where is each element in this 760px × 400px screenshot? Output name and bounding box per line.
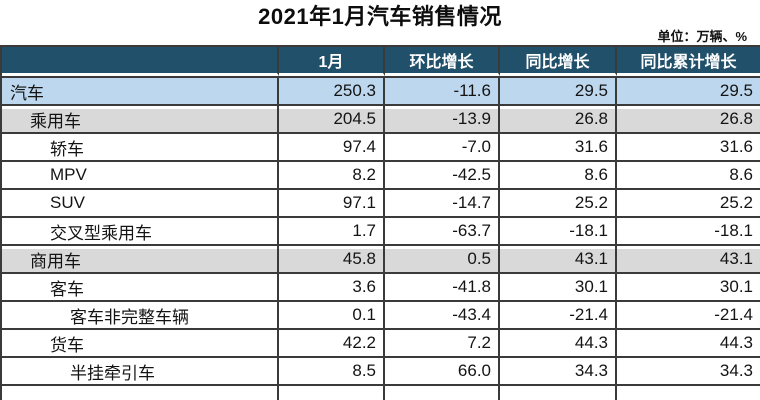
- cell-value: -7.0: [385, 132, 500, 160]
- table-row: 客车 3.6 -41.8 30.1 30.1: [2, 272, 760, 300]
- partial-row: [2, 384, 760, 400]
- header-cell: 同比增长: [500, 45, 617, 76]
- cell-value: -11.6: [385, 76, 500, 104]
- cell-value: 45.8: [279, 244, 385, 272]
- empty-cell: [617, 384, 760, 400]
- cell-value: 31.6: [617, 132, 760, 160]
- cell-value: 29.5: [500, 76, 617, 104]
- page-title: 2021年1月汽车销售情况: [258, 4, 502, 29]
- unit-note: 单位：万辆、%: [657, 29, 747, 44]
- cell-value: -13.9: [385, 104, 500, 132]
- cell-value: 3.6: [279, 272, 385, 300]
- row-label: 轿车: [2, 132, 279, 160]
- cell-value: 30.1: [500, 272, 617, 300]
- table-row: 轿车 97.4 -7.0 31.6 31.6: [2, 132, 760, 160]
- row-label: SUV: [2, 188, 279, 216]
- cell-value: 8.6: [500, 160, 617, 188]
- cell-value: 97.1: [279, 188, 385, 216]
- cell-value: 204.5: [279, 104, 385, 132]
- row-label: 汽车: [2, 76, 279, 104]
- row-label: 货车: [2, 328, 279, 356]
- cell-value: 97.4: [279, 132, 385, 160]
- header-cell: 环比增长: [385, 45, 500, 76]
- cell-value: 250.3: [279, 76, 385, 104]
- table-body: 汽车 250.3 -11.6 29.5 29.5 乘用车 204.5 -13.9 26.8 26.…: [2, 76, 760, 400]
- table-row: 汽车 250.3 -11.6 29.5 29.5: [2, 76, 760, 104]
- table-row: MPV 8.2 -42.5 8.6 8.6: [2, 160, 760, 188]
- cell-value: 30.1: [617, 272, 760, 300]
- row-label: 客车非完整车辆: [2, 300, 279, 328]
- empty-cell: [279, 384, 385, 400]
- table-row: 交叉型乘用车 1.7 -63.7 -18.1 -18.1: [2, 216, 760, 244]
- cell-value: 0.1: [279, 300, 385, 328]
- cell-value: -63.7: [385, 216, 500, 244]
- cell-value: 44.3: [500, 328, 617, 356]
- row-label: 乘用车: [2, 104, 279, 132]
- row-label: 半挂牵引车: [2, 356, 279, 384]
- cell-value: -18.1: [500, 216, 617, 244]
- cell-value: 43.1: [617, 244, 760, 272]
- cell-value: -43.4: [385, 300, 500, 328]
- header-cell-category: [2, 45, 279, 76]
- cell-value: 31.6: [500, 132, 617, 160]
- cell-value: 0.5: [385, 244, 500, 272]
- header-cell: 1月: [279, 45, 385, 76]
- cell-value: 34.3: [500, 356, 617, 384]
- row-label: MPV: [2, 160, 279, 188]
- cell-value: 42.2: [279, 328, 385, 356]
- cell-value: -21.4: [617, 300, 760, 328]
- cell-value: 44.3: [617, 328, 760, 356]
- cell-value: 25.2: [617, 188, 760, 216]
- empty-cell: [385, 384, 500, 400]
- cell-value: 8.2: [279, 160, 385, 188]
- cell-value: -14.7: [385, 188, 500, 216]
- cell-value: 29.5: [617, 76, 760, 104]
- cell-value: 25.2: [500, 188, 617, 216]
- row-label: 商用车: [2, 244, 279, 272]
- cell-value: -21.4: [500, 300, 617, 328]
- table-row: SUV 97.1 -14.7 25.2 25.2: [2, 188, 760, 216]
- cell-value: 1.7: [279, 216, 385, 244]
- sales-table: 1月 环比增长 同比增长 同比累计增长 汽车 250.3 -11.6 29.5 29.5 乘用车…: [0, 45, 760, 400]
- row-label: 客车: [2, 272, 279, 300]
- table-row: 商用车 45.8 0.5 43.1 43.1: [2, 244, 760, 272]
- cell-value: 66.0: [385, 356, 500, 384]
- cell-value: -41.8: [385, 272, 500, 300]
- row-label: 交叉型乘用车: [2, 216, 279, 244]
- cell-value: -18.1: [617, 216, 760, 244]
- table-row: 乘用车 204.5 -13.9 26.8 26.8: [2, 104, 760, 132]
- header-cell: 同比累计增长: [617, 45, 760, 76]
- cell-value: 8.6: [617, 160, 760, 188]
- cell-value: 43.1: [500, 244, 617, 272]
- table-row: 半挂牵引车 8.5 66.0 34.3 34.3: [2, 356, 760, 384]
- cell-value: 8.5: [279, 356, 385, 384]
- cell-value: 26.8: [500, 104, 617, 132]
- cell-value: 34.3: [617, 356, 760, 384]
- table-row: 客车非完整车辆 0.1 -43.4 -21.4 -21.4: [2, 300, 760, 328]
- table-row: 货车 42.2 7.2 44.3 44.3: [2, 328, 760, 356]
- cell-value: 7.2: [385, 328, 500, 356]
- empty-cell: [2, 384, 279, 400]
- table-header-row: 1月 环比增长 同比增长 同比累计增长: [2, 45, 760, 76]
- cell-value: -42.5: [385, 160, 500, 188]
- cell-value: 26.8: [617, 104, 760, 132]
- empty-cell: [500, 384, 617, 400]
